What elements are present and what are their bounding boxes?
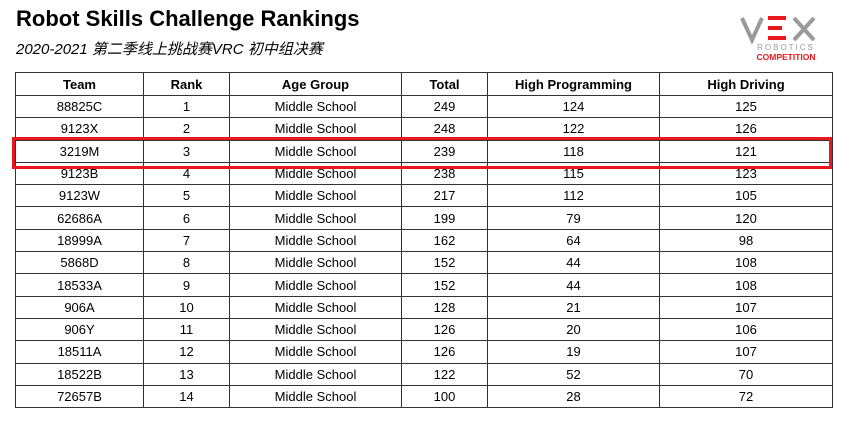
rank-cell: 10 [143,295,230,319]
table-row: 18511A 12 Middle School 126 19 107 [15,340,833,364]
rank-cell: 6 [143,206,230,230]
column-header-team: Team [15,72,144,96]
high-programming-cell: 52 [487,362,660,386]
table-row: 72657B 14 Middle School 100 28 72 [15,384,833,409]
high-driving-cell: 120 [659,206,833,230]
age-group-cell: Middle School [229,362,402,386]
team-cell: 18999A [15,228,144,253]
column-header-age-group: Age Group [229,72,402,96]
age-group-cell: Middle School [229,206,402,230]
team-cell: 18533A [15,273,144,297]
team-cell: 9123W [15,184,144,208]
team-cell: 88825C [15,94,144,119]
table-row: 88825C 1 Middle School 249 124 125 [15,94,833,119]
column-header-high-driving: High Driving [659,72,833,96]
table-row: 906Y 11 Middle School 126 20 106 [15,317,833,342]
age-group-cell: Middle School [229,340,402,364]
high-programming-cell: 28 [487,384,660,409]
age-group-cell: Middle School [229,228,402,253]
page-title: Robot Skills Challenge Rankings [16,6,360,31]
rank-cell: 9 [143,273,230,297]
team-cell: 5868D [15,251,144,275]
high-programming-cell: 20 [487,317,660,342]
table-row: 62686A 6 Middle School 199 79 120 [15,206,833,230]
high-driving-cell: 107 [659,295,833,319]
table-row: 5868D 8 Middle School 152 44 108 [15,251,833,275]
rank-cell: 1 [143,94,230,119]
team-cell: 906Y [15,317,144,342]
rank-cell: 14 [143,384,230,409]
table-row: 18522B 13 Middle School 122 52 70 [15,362,833,386]
total-cell: 162 [401,228,488,253]
logo-text-competition: COMPETITION [756,52,815,62]
total-cell: 126 [401,317,488,342]
rank-cell: 13 [143,362,230,386]
total-cell: 122 [401,362,488,386]
vex-logo: ROBOTICS COMPETITION [738,10,834,62]
high-programming-cell: 79 [487,206,660,230]
high-driving-cell: 70 [659,362,833,386]
team-cell: 18511A [15,340,144,364]
rank-cell: 12 [143,340,230,364]
total-cell: 152 [401,251,488,275]
rank-cell: 5 [143,184,230,208]
high-programming-cell: 21 [487,295,660,319]
high-driving-cell: 108 [659,251,833,275]
high-driving-cell: 105 [659,184,833,208]
total-cell: 128 [401,295,488,319]
high-programming-cell: 124 [487,94,660,119]
rank-cell: 11 [143,317,230,342]
high-driving-cell: 98 [659,228,833,253]
high-programming-cell: 112 [487,184,660,208]
table-row: 18533A 9 Middle School 152 44 108 [15,273,833,297]
high-programming-cell: 44 [487,251,660,275]
table-row: 906A 10 Middle School 128 21 107 [15,295,833,319]
age-group-cell: Middle School [229,139,402,163]
total-cell: 199 [401,206,488,230]
team-cell: 906A [15,295,144,319]
rankings-table: Team Rank Age Group Total High Programmi… [15,72,833,409]
high-driving-cell: 72 [659,384,833,409]
team-cell: 18522B [15,362,144,386]
total-cell: 217 [401,184,488,208]
age-group-cell: Middle School [229,251,402,275]
page-subtitle: 2020-2021 第二季线上挑战赛VRC 初中组决赛 [16,41,323,58]
highlight-box [12,137,832,169]
high-programming-cell: 19 [487,340,660,364]
high-programming-cell: 64 [487,228,660,253]
age-group-cell: Middle School [229,184,402,208]
total-cell: 152 [401,273,488,297]
age-group-cell: Middle School [229,295,402,319]
table-row: 9123W 5 Middle School 217 112 105 [15,184,833,208]
age-group-cell: Middle School [229,384,402,409]
total-cell: 126 [401,340,488,364]
age-group-cell: Middle School [229,273,402,297]
high-driving-cell: 107 [659,340,833,364]
total-cell: 100 [401,384,488,409]
age-group-cell: Middle School [229,94,402,119]
logo-text-robotics: ROBOTICS [757,43,815,52]
age-group-cell: Middle School [229,317,402,342]
high-driving-cell: 106 [659,317,833,342]
high-programming-cell: 44 [487,273,660,297]
column-header-high-programming: High Programming [487,72,660,96]
column-header-total: Total [401,72,488,96]
high-driving-cell: 125 [659,94,833,119]
team-cell: 72657B [15,384,144,409]
column-header-rank: Rank [143,72,230,96]
rank-cell: 8 [143,251,230,275]
high-driving-cell: 108 [659,273,833,297]
rank-cell: 7 [143,228,230,253]
table-header-row: Team Rank Age Group Total High Programmi… [15,72,833,96]
table-row: 18999A 7 Middle School 162 64 98 [15,228,833,253]
team-cell: 62686A [15,206,144,230]
total-cell: 249 [401,94,488,119]
